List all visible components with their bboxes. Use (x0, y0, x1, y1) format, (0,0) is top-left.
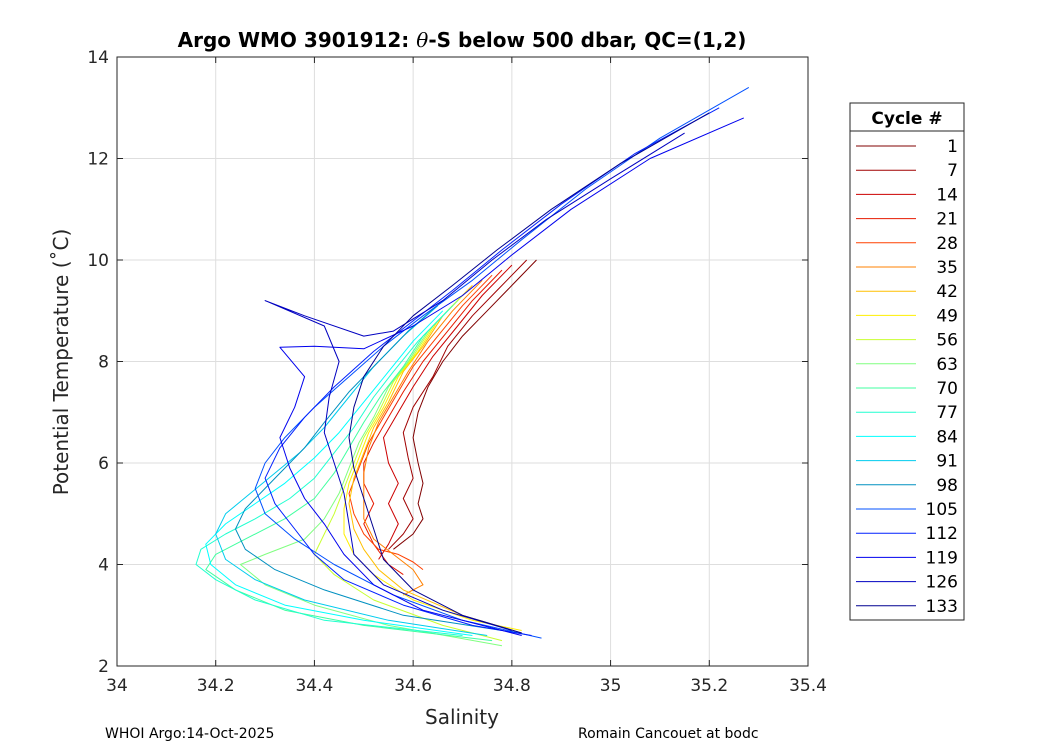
series-cycle-14 (378, 264, 513, 560)
x-tick-label: 34.4 (295, 676, 333, 696)
series-cycle-63 (239, 300, 503, 647)
series-cycle-119 (279, 117, 744, 636)
grid-lines (117, 57, 808, 666)
legend-label-126: 126 (926, 573, 958, 593)
y-tick-label: 10 (87, 251, 109, 271)
legend-label-119: 119 (926, 548, 958, 568)
x-axis-label: Salinity (425, 705, 499, 729)
x-tick-label: 34.2 (197, 676, 235, 696)
y-tick-label: 6 (98, 454, 109, 474)
x-tick-label: 34 (106, 676, 128, 696)
y-tick-label: 14 (87, 48, 109, 68)
series-cycle-105 (254, 86, 750, 639)
y-tick-label: 2 (98, 657, 109, 677)
series-cycle-91 (215, 305, 488, 636)
y-axis-label: Potential Temperature (˚C) (49, 229, 73, 496)
legend-label-56: 56 (936, 331, 958, 351)
series-cycle-112 (264, 107, 720, 636)
series-cycle-98 (235, 300, 503, 631)
series-cycle-70 (205, 305, 493, 642)
x-tick-label: 35.2 (690, 676, 728, 696)
y-tick-label: 12 (87, 150, 109, 170)
legend-label-70: 70 (936, 379, 958, 399)
series-cycle-84 (205, 310, 473, 636)
series-cycle-56 (313, 295, 503, 642)
legend-label-21: 21 (936, 210, 958, 230)
series-cycle-126 (264, 132, 685, 631)
legend-label-42: 42 (936, 282, 958, 302)
x-tick-label: 34.6 (394, 676, 432, 696)
x-tick-label: 34.8 (493, 676, 531, 696)
chart-title: Argo WMO 3901912: θ-S below 500 dbar, QC… (178, 28, 747, 52)
x-tick-label: 35 (600, 676, 622, 696)
legend-box (849, 102, 965, 621)
footer-right: Romain Cancouet at bodc (578, 726, 759, 742)
x-tick-label: 35.4 (789, 676, 827, 696)
legend-label-77: 77 (936, 403, 958, 423)
series-cycle-77 (195, 310, 463, 636)
series-layer (195, 86, 750, 647)
legend-label-105: 105 (926, 500, 958, 520)
legend-label-112: 112 (926, 524, 958, 544)
legend-label-7: 7 (947, 161, 958, 181)
legend-label-49: 49 (936, 306, 958, 326)
y-tick-label: 4 (98, 556, 109, 576)
series-cycle-7 (388, 259, 528, 550)
legend-label-35: 35 (936, 258, 958, 278)
footer-left: WHOI Argo:14-Oct-2025 (105, 726, 275, 742)
series-cycle-1 (393, 259, 537, 550)
series-cycle-35 (363, 279, 483, 596)
y-tick-label: 8 (98, 353, 109, 373)
legend-label-98: 98 (936, 476, 958, 496)
legend-label-14: 14 (936, 185, 958, 205)
legend-label-28: 28 (936, 234, 958, 254)
legend-label-1: 1 (947, 137, 958, 157)
legend-entries: 1 7 14 21 28 35 42 49 56 63 70 77 84 91 98 105 112 119 126… (856, 137, 958, 617)
legend-label-84: 84 (936, 427, 958, 447)
legend-label-63: 63 (936, 355, 958, 375)
series-cycle-21 (363, 269, 503, 576)
legend: Cycle # 17142128354249566370778491981051… (849, 102, 965, 621)
series-cycle-133 (348, 112, 710, 634)
legend-label-133: 133 (926, 597, 958, 617)
axis-ticks: 34 34.2 34.4 34.6 34.8 35 35.2 35.4 2 4 6 8 10 12 14 (87, 48, 827, 696)
series-cycle-42 (348, 285, 522, 634)
legend-title: Cycle # (871, 109, 942, 129)
legend-label-91: 91 (936, 452, 958, 472)
